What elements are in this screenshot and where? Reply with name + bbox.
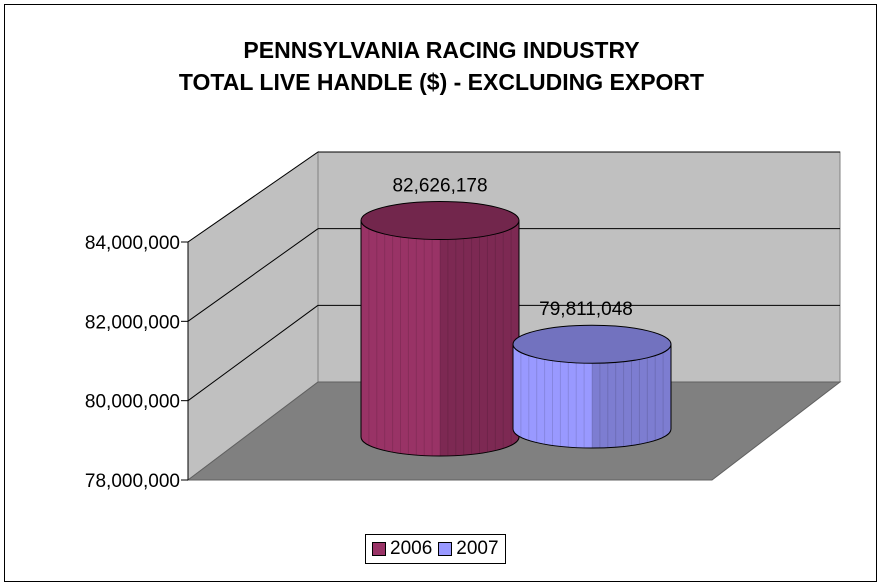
cylinder-shade <box>440 220 519 456</box>
data-label-2007: 79,811,048 <box>539 299 633 320</box>
chart-title-line-2: TOTAL LIVE HANDLE ($) - EXCLUDING EXPORT <box>178 69 705 95</box>
legend-swatch-2006 <box>372 542 386 556</box>
legend-label-2007: 2007 <box>456 538 499 559</box>
legend-label-2006: 2006 <box>390 538 433 559</box>
y-tick-label: 80,000,000 <box>85 392 180 413</box>
data-label-2006: 82,626,178 <box>392 175 487 196</box>
bar-2007 <box>512 324 672 449</box>
legend-item-2006: 2006 <box>372 538 432 560</box>
bars <box>360 200 672 457</box>
cylinder-top <box>512 324 672 364</box>
gridline-side <box>187 151 319 243</box>
cylinder-top <box>360 200 520 240</box>
cylinder-top-shade <box>513 325 671 364</box>
y-axis-labels: 78,000,000 80,000,000 82,000,000 84,000,000 <box>85 233 180 492</box>
gridline-side <box>187 304 319 402</box>
cylinder-shade <box>592 344 671 448</box>
y-tick-label: 84,000,000 <box>85 233 180 254</box>
legend-item-2007: 2007 <box>438 538 499 560</box>
legend: 2006 2007 <box>365 534 506 564</box>
cylinder-top-shade <box>361 201 519 240</box>
cylinder-body <box>512 343 672 449</box>
y-tick-label: 78,000,000 <box>85 471 180 492</box>
chart-title: PENNSYLVANIA RACING INDUSTRY TOTAL LIVE … <box>0 34 883 98</box>
bar-2006 <box>360 200 520 457</box>
data-labels: 82,626,178 79,811,048 <box>392 175 632 320</box>
chart-title-line-1: PENNSYLVANIA RACING INDUSTRY <box>243 37 640 63</box>
legend-swatch-2007 <box>438 542 453 556</box>
gridlines <box>181 151 840 481</box>
gridline-side <box>187 228 319 322</box>
y-tick-label: 82,000,000 <box>85 312 180 333</box>
cylinder-body <box>360 219 520 457</box>
